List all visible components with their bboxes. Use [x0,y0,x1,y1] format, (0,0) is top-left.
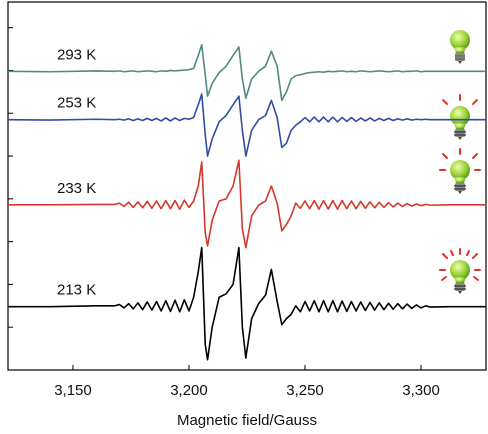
spectrum-line [7,93,486,157]
bulb-icon [439,148,481,195]
spectrum-line [8,159,486,249]
series-label: 233 K [57,180,96,197]
series-label: 253 K [57,95,96,112]
spectrum-line [7,43,486,102]
x-tick-label: 3,150 [54,382,92,399]
bulb-icon [449,29,471,65]
x-tick-label: 3,250 [286,382,324,399]
series-label: 213 K [57,282,96,299]
x-axis-title: Magnetic field/Gauss [177,412,317,429]
spectrum-line [8,246,486,361]
plot-frame [7,1,487,371]
bulb-icon [439,248,481,295]
x-tick-label: 3,300 [402,382,440,399]
series-label: 293 K [57,46,96,63]
x-tick-label: 3,200 [170,382,208,399]
bulb-icon [442,94,478,141]
